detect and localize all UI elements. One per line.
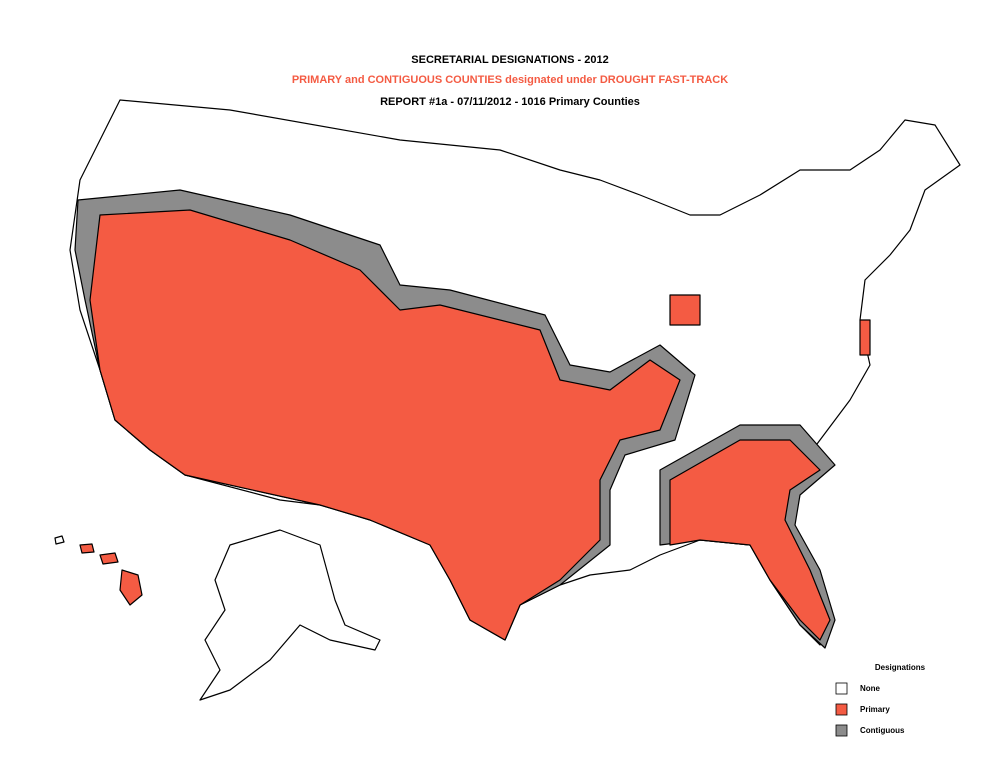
alaska (199, 529, 381, 701)
map-regions (54, 99, 961, 701)
title: SECRETARIAL DESIGNATIONS - 2012 (411, 54, 608, 66)
report-line: REPORT #1a - 07/11/2012 - 1016 Primary C… (380, 96, 640, 108)
legend-title: Designations (875, 663, 926, 672)
legend: Designations None Primary Contiguous (835, 663, 926, 737)
legend-swatch (835, 724, 848, 737)
legend-swatch (835, 703, 848, 716)
hawaii-oahu (79, 543, 95, 554)
primary-west-south (89, 209, 681, 641)
legend-label: Contiguous (860, 726, 905, 735)
hawaii-kauai (54, 535, 65, 545)
hawaii-maui (99, 552, 119, 565)
primary-indiana (669, 294, 701, 326)
primary-delaware (859, 319, 871, 356)
hawaii-big-island (119, 569, 143, 606)
legend-swatch (835, 682, 848, 695)
primary-southeast (669, 439, 831, 641)
legend-label: Primary (860, 705, 890, 714)
legend-label: None (860, 684, 881, 693)
subtitle: PRIMARY and CONTIGUOUS COUNTIES designat… (292, 74, 728, 86)
